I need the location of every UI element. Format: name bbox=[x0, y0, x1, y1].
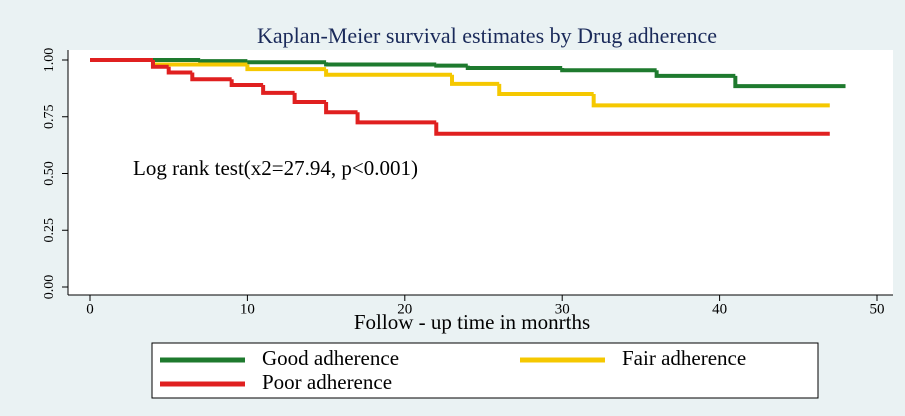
x-tick-label: 0 bbox=[86, 301, 94, 317]
legend-label: Good adherence bbox=[262, 346, 399, 370]
survival-step bbox=[733, 75, 846, 89]
survival-step bbox=[434, 122, 830, 136]
legend bbox=[151, 342, 819, 399]
survival-step bbox=[150, 60, 169, 69]
survival-step bbox=[450, 74, 500, 86]
y-tick-label: 1.00 bbox=[42, 48, 57, 73]
survival-step bbox=[324, 62, 437, 67]
survival-step bbox=[166, 66, 193, 75]
survival-step bbox=[245, 64, 327, 72]
legend-label: Fair adherence bbox=[622, 346, 746, 370]
survival-step bbox=[434, 63, 468, 68]
y-tick-label: 0.25 bbox=[42, 218, 57, 243]
x-tick-label: 50 bbox=[870, 301, 885, 317]
survival-step bbox=[198, 59, 248, 64]
y-tick-label: 0.75 bbox=[42, 105, 57, 130]
survival-step bbox=[355, 112, 437, 125]
survival-step bbox=[229, 79, 264, 87]
annotation: Log rank test(x2=27.94, p<0.001) bbox=[133, 156, 418, 180]
survival-step bbox=[465, 65, 563, 70]
survival-step bbox=[292, 92, 327, 104]
plot-area bbox=[68, 50, 893, 295]
x-axis-title: Follow - up time in monrths bbox=[354, 310, 590, 334]
y-tick-label: 0.50 bbox=[42, 161, 57, 186]
survival-step bbox=[324, 69, 453, 77]
x-tick-label: 30 bbox=[555, 301, 570, 317]
survival-step bbox=[497, 83, 594, 97]
survival-step bbox=[591, 94, 830, 108]
survival-step bbox=[261, 84, 295, 95]
survival-step bbox=[245, 60, 327, 65]
x-tick-label: 40 bbox=[712, 301, 727, 317]
survival-step bbox=[190, 72, 232, 82]
chart-title: Kaplan-Meier survival estimates by Drug … bbox=[257, 23, 717, 48]
x-tick-label: 10 bbox=[240, 301, 255, 317]
survival-step bbox=[654, 70, 736, 78]
survival-step bbox=[560, 67, 657, 73]
survival-step bbox=[324, 101, 358, 115]
legend-label: Poor adherence bbox=[262, 370, 392, 394]
x-tick-label: 20 bbox=[397, 301, 412, 317]
y-tick-label: 0.00 bbox=[42, 275, 57, 300]
